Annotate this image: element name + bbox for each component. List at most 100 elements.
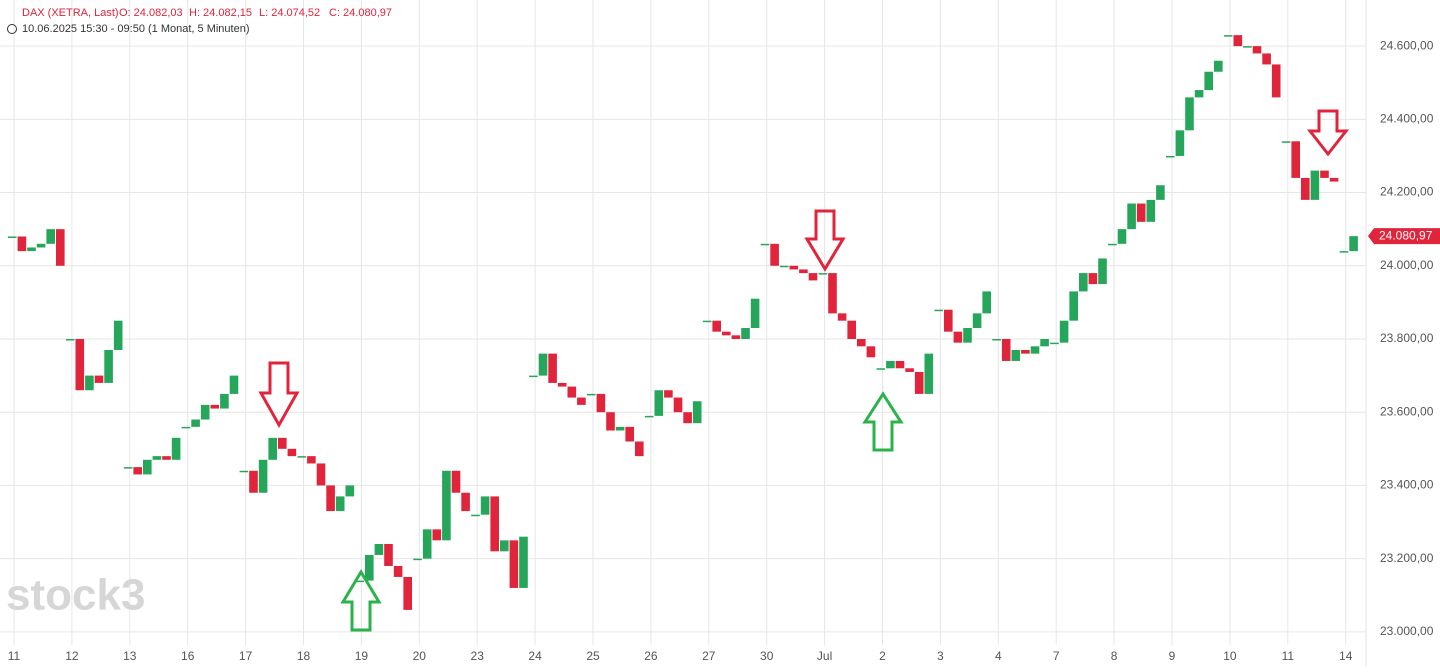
- candle: [905, 368, 914, 372]
- candle: [914, 371, 924, 394]
- candle: [143, 459, 152, 475]
- candle: [1127, 203, 1136, 230]
- candle: [577, 397, 586, 405]
- candle: [490, 496, 499, 552]
- candle: [297, 456, 307, 458]
- x-tick-label: 4: [995, 649, 1002, 663]
- candle: [1117, 229, 1127, 244]
- candle: [316, 463, 326, 486]
- candle: [326, 485, 335, 512]
- candle: [1301, 177, 1310, 200]
- x-tick-label: 18: [297, 649, 311, 663]
- candle: [239, 470, 249, 473]
- x-tick-label: 7: [1053, 649, 1060, 663]
- candle: [1233, 35, 1243, 47]
- candle: [828, 273, 837, 314]
- candle: [1030, 346, 1040, 354]
- subtitle: 10.06.2025 15:30 - 09:50 (1 Monat, 5 Min…: [22, 23, 250, 35]
- candle: [1088, 273, 1098, 285]
- candle: [972, 313, 982, 329]
- candle: [480, 496, 490, 515]
- candle: [779, 265, 789, 268]
- candle: [1194, 90, 1204, 98]
- candle: [210, 404, 220, 409]
- grid: [0, 0, 1367, 667]
- candle: [249, 470, 258, 493]
- x-tick-label: 11: [1282, 649, 1295, 663]
- x-tick-label: 11: [8, 649, 21, 663]
- candle: [403, 576, 412, 610]
- down-arrow: [258, 361, 300, 429]
- candle: [654, 390, 664, 416]
- x-tick-label: 23: [471, 649, 485, 663]
- candle: [162, 456, 171, 460]
- candle: [1146, 199, 1156, 222]
- candle: [1050, 342, 1059, 345]
- candle: [1329, 177, 1339, 182]
- candle: [432, 529, 442, 541]
- y-tick-label: 24.400,00: [1380, 112, 1434, 126]
- candle: [1059, 320, 1069, 343]
- candle: [56, 229, 65, 266]
- candle: [220, 393, 229, 409]
- candle: [731, 335, 741, 339]
- annotations: [258, 109, 1350, 632]
- candle: [413, 558, 422, 561]
- candle: [1011, 349, 1021, 361]
- candle: [664, 390, 673, 398]
- candle: [365, 554, 374, 581]
- candle: [17, 236, 27, 252]
- candle: [1291, 141, 1300, 178]
- candle: [36, 243, 46, 248]
- candle: [953, 331, 963, 343]
- ohlc-low: L: 24.074,52: [259, 7, 320, 19]
- candle: [46, 229, 55, 244]
- x-tick-label: 9: [1169, 649, 1176, 663]
- candle: [451, 470, 461, 493]
- candle: [1040, 338, 1049, 347]
- candle: [85, 375, 94, 391]
- candle: [94, 375, 104, 383]
- candle: [1079, 273, 1088, 292]
- candle: [847, 320, 856, 339]
- y-tick-label: 23.000,00: [1380, 624, 1434, 638]
- candle: [529, 375, 538, 378]
- candle: [1136, 203, 1146, 222]
- candle: [702, 320, 712, 323]
- down-arrow: [1306, 109, 1350, 157]
- candle: [171, 437, 181, 460]
- candle: [1185, 97, 1194, 131]
- x-tick-label: 30: [760, 649, 774, 663]
- candle: [509, 540, 519, 588]
- candle: [924, 353, 934, 394]
- x-tick-label: 19: [355, 649, 369, 663]
- candle: [1252, 46, 1262, 54]
- clock-icon: [7, 24, 17, 34]
- candle: [75, 338, 85, 391]
- candle: [1108, 243, 1117, 246]
- candle: [644, 415, 654, 418]
- x-tick-label: 26: [644, 649, 658, 663]
- candle: [683, 412, 692, 424]
- candle: [557, 382, 567, 387]
- up-arrow: [340, 569, 382, 632]
- x-tick-label: 8: [1111, 649, 1118, 663]
- candle: [799, 269, 808, 274]
- candle: [345, 485, 355, 497]
- candle: [934, 309, 943, 312]
- candle: [1001, 338, 1011, 361]
- candle: [1349, 236, 1358, 252]
- x-tick-label: 12: [65, 649, 79, 663]
- x-tick-label: Jul: [817, 649, 832, 663]
- candle: [461, 492, 470, 512]
- candle: [123, 467, 133, 469]
- candle: [287, 448, 297, 457]
- y-tick-label: 24.200,00: [1380, 185, 1434, 199]
- candle: [471, 514, 480, 517]
- candle: [393, 565, 403, 577]
- candle: [770, 243, 779, 266]
- candle: [963, 328, 972, 343]
- candle: [1223, 35, 1233, 37]
